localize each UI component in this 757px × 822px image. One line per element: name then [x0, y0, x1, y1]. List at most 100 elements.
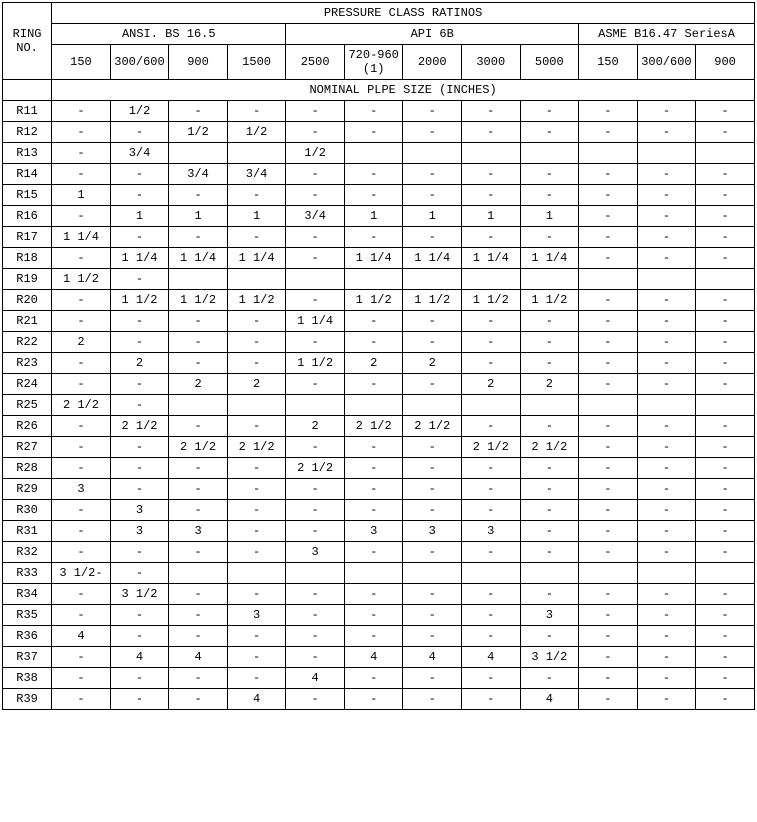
table-cell: - [169, 332, 228, 353]
table-cell: - [344, 605, 403, 626]
table-cell: 2 [520, 374, 579, 395]
table-cell: - [579, 416, 638, 437]
table-cell: - [344, 164, 403, 185]
ring-label: R16 [3, 206, 52, 227]
table-cell: - [579, 437, 638, 458]
table-cell: - [403, 332, 462, 353]
table-cell: - [403, 374, 462, 395]
table-cell: - [110, 374, 169, 395]
ring-label: R18 [3, 248, 52, 269]
table-cell: 4 [227, 689, 286, 710]
table-cell: - [286, 290, 345, 311]
table-cell: 1 [403, 206, 462, 227]
table-cell: 1 [169, 206, 228, 227]
col-ansi150: 150 [52, 45, 111, 80]
table-cell: 1 1/2 [520, 290, 579, 311]
ring-label: R12 [3, 122, 52, 143]
table-cell: - [520, 311, 579, 332]
table-cell: 4 [403, 647, 462, 668]
table-cell: 3 [286, 542, 345, 563]
table-cell: - [462, 542, 521, 563]
table-cell: 4 [52, 626, 111, 647]
table-cell: - [286, 227, 345, 248]
table-cell [696, 269, 755, 290]
table-body: R11-1/2----------R12--1/21/2--------R13-… [3, 101, 755, 710]
table-cell: - [696, 227, 755, 248]
table-cell: - [637, 122, 696, 143]
ring-label: R29 [3, 479, 52, 500]
table-row: R31-33--333---- [3, 521, 755, 542]
table-cell: - [696, 626, 755, 647]
table-cell: - [227, 584, 286, 605]
ring-label: R11 [3, 101, 52, 122]
ring-label: R38 [3, 668, 52, 689]
table-cell [403, 563, 462, 584]
table-cell: - [520, 668, 579, 689]
table-cell: - [52, 416, 111, 437]
col-api3000: 3000 [462, 45, 521, 80]
table-cell: - [344, 458, 403, 479]
ring-label: R35 [3, 605, 52, 626]
table-cell: - [52, 584, 111, 605]
table-cell: 1 1/4 [403, 248, 462, 269]
table-cell: - [110, 269, 169, 290]
table-cell: - [110, 605, 169, 626]
table-cell: 3 [520, 605, 579, 626]
table-cell: - [403, 689, 462, 710]
table-cell: 2 1/2 [110, 416, 169, 437]
col-ansi1500: 1500 [227, 45, 286, 80]
table-cell: 1 1/4 [344, 248, 403, 269]
col-ansi900: 900 [169, 45, 228, 80]
table-cell: 2 1/2 [520, 437, 579, 458]
table-cell: - [520, 122, 579, 143]
table-cell: 4 [169, 647, 228, 668]
header-group-asme: ASME B16.47 SeriesA [579, 24, 755, 45]
table-row: R16-1113/41111--- [3, 206, 755, 227]
table-cell: 1 1/4 [52, 227, 111, 248]
table-cell: - [579, 248, 638, 269]
table-cell: - [286, 647, 345, 668]
table-cell: - [637, 227, 696, 248]
table-cell: 2 [227, 374, 286, 395]
table-cell: - [637, 164, 696, 185]
table-cell: - [286, 185, 345, 206]
table-cell [227, 395, 286, 416]
table-row: R12--1/21/2-------- [3, 122, 755, 143]
table-cell: - [637, 647, 696, 668]
ring-label: R26 [3, 416, 52, 437]
table-cell: - [169, 185, 228, 206]
table-cell [227, 269, 286, 290]
table-cell: 1/2 [227, 122, 286, 143]
table-cell: 1 1/2 [169, 290, 228, 311]
table-cell: 3 [344, 521, 403, 542]
table-cell: - [344, 626, 403, 647]
col-asme300-600: 300/600 [637, 45, 696, 80]
table-cell: - [637, 353, 696, 374]
table-cell: - [579, 101, 638, 122]
table-cell: - [110, 185, 169, 206]
table-row: R293----------- [3, 479, 755, 500]
table-cell: - [579, 584, 638, 605]
table-row: R35---3----3--- [3, 605, 755, 626]
table-cell: - [462, 164, 521, 185]
subheader-nominal: NOMINAL PLPE SIZE (INCHES) [52, 80, 755, 101]
table-row: R252 1/2- [3, 395, 755, 416]
table-cell: 1 1/2 [110, 290, 169, 311]
table-cell: 1/2 [169, 122, 228, 143]
table-cell: - [110, 122, 169, 143]
table-cell: 4 [462, 647, 521, 668]
table-cell: - [579, 668, 638, 689]
table-cell: - [403, 458, 462, 479]
table-cell: - [169, 689, 228, 710]
ring-no-blank [3, 80, 52, 101]
table-cell: - [579, 185, 638, 206]
table-cell: 1 1/2 [227, 290, 286, 311]
table-row: R333 1/2-- [3, 563, 755, 584]
table-cell: - [403, 101, 462, 122]
table-cell [169, 143, 228, 164]
table-cell: - [110, 395, 169, 416]
table-cell [579, 143, 638, 164]
table-cell [462, 395, 521, 416]
table-cell: 2 [403, 353, 462, 374]
ring-label: R22 [3, 332, 52, 353]
